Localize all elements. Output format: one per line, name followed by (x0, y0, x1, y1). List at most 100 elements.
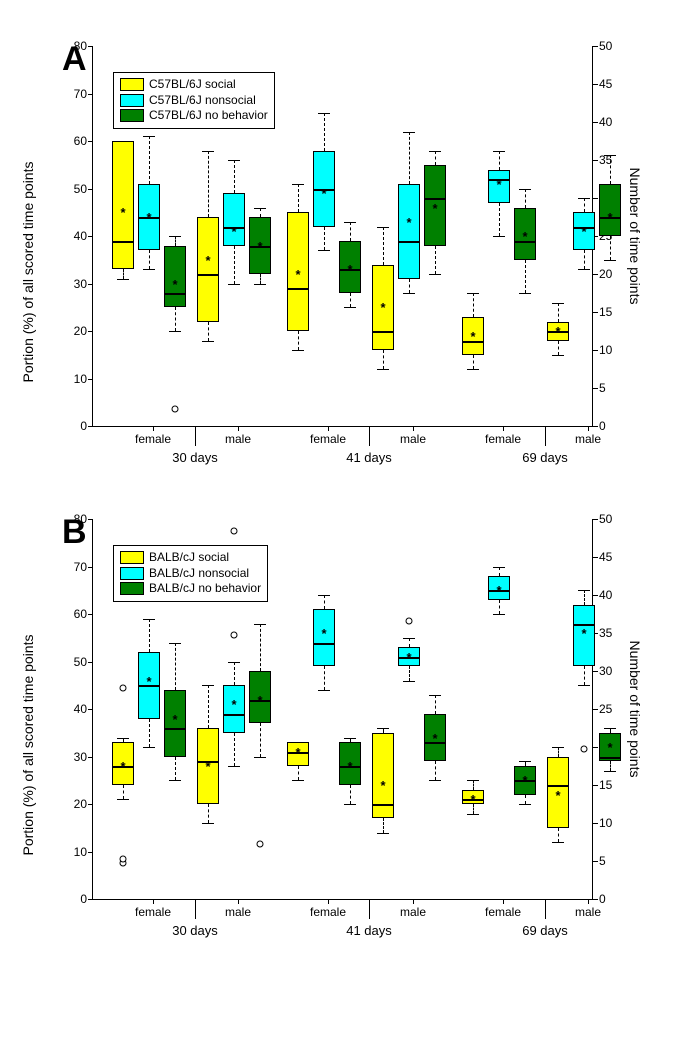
legend-label: C57BL/6J no behavior (149, 108, 268, 124)
whisker (234, 160, 235, 193)
legend-row: C57BL/6J social (120, 77, 268, 93)
x-tick-mark (328, 899, 329, 904)
whisker (324, 113, 325, 151)
y-tick-left: 20 (74, 324, 87, 338)
x-group-tick (195, 426, 196, 446)
y-tick-right: 10 (599, 343, 612, 357)
legend-swatch (120, 582, 144, 595)
boxplot-median (197, 274, 219, 276)
whisker-cap (228, 766, 240, 767)
outlier (257, 841, 264, 848)
y-label-right: Number of time points (627, 641, 643, 778)
y-tick-left: 30 (74, 277, 87, 291)
y-tick-right: 50 (599, 512, 612, 526)
boxplot-box: * (223, 685, 245, 733)
y-tick-right: 5 (599, 854, 606, 868)
whisker-cap (117, 141, 129, 142)
y-tick-left: 20 (74, 797, 87, 811)
y-tick-right: 5 (599, 381, 606, 395)
whisker-cap (467, 293, 479, 294)
x-group-tick (369, 426, 370, 446)
x-group-label: 69 days (522, 923, 568, 938)
whisker-cap (467, 814, 479, 815)
whisker (350, 222, 351, 241)
whisker (409, 666, 410, 680)
legend-label: BALB/cJ no behavior (149, 581, 261, 597)
boxplot-box: * (372, 733, 394, 819)
whisker-cap (318, 595, 330, 596)
whisker-cap (519, 804, 531, 805)
whisker-cap (228, 662, 240, 663)
x-sub-label: female (135, 432, 171, 446)
whisker (610, 155, 611, 184)
whisker (525, 260, 526, 293)
whisker (584, 198, 585, 212)
whisker (350, 785, 351, 804)
y-tick-right: 45 (599, 77, 612, 91)
y-tick-left: 40 (74, 229, 87, 243)
boxplot-median (398, 241, 420, 243)
whisker-cap (202, 685, 214, 686)
x-sub-label: male (400, 432, 426, 446)
boxplot-box: * (249, 217, 271, 274)
y-label-right: Number of time points (627, 168, 643, 305)
boxplot-box: * (547, 322, 569, 341)
whisker (499, 567, 500, 577)
whisker-cap (169, 236, 181, 237)
boxplot-box: * (287, 212, 309, 331)
whisker-cap (117, 799, 129, 800)
whisker-cap (117, 279, 129, 280)
y-tick-left: 50 (74, 182, 87, 196)
whisker-cap (292, 742, 304, 743)
panel: BPortion (%) of all scored time points01… (10, 519, 650, 956)
y-tick-left: 70 (74, 87, 87, 101)
legend-swatch (120, 78, 144, 91)
x-tick-mark (328, 426, 329, 431)
legend-label: BALB/cJ nonsocial (149, 566, 249, 582)
y-tick-left: 60 (74, 607, 87, 621)
y-tick-left: 10 (74, 372, 87, 386)
y-tick-left: 80 (74, 512, 87, 526)
x-sub-label: female (310, 432, 346, 446)
plot-area: 0102030405060708005101520253035404550Num… (92, 46, 593, 427)
whisker-cap (254, 284, 266, 285)
boxplot-box: * (514, 766, 536, 795)
outlier (581, 746, 588, 753)
whisker (584, 250, 585, 269)
boxplot-box: * (488, 170, 510, 203)
boxplot-box: * (599, 184, 621, 236)
whisker-cap (519, 189, 531, 190)
x-group-label: 41 days (346, 923, 392, 938)
whisker-cap (143, 269, 155, 270)
boxplot-box: * (164, 246, 186, 308)
outlier (172, 406, 179, 413)
y-tick-left: 40 (74, 702, 87, 716)
legend: BALB/cJ socialBALB/cJ nonsocialBALB/cJ n… (113, 545, 268, 602)
boxplot-box: * (112, 141, 134, 269)
whisker (324, 227, 325, 251)
y-tick-right: 40 (599, 115, 612, 129)
boxplot-box: * (313, 609, 335, 666)
whisker-cap (403, 638, 415, 639)
boxplot-box: * (197, 728, 219, 804)
whisker (409, 132, 410, 184)
legend-swatch (120, 567, 144, 580)
legend-row: C57BL/6J nonsocial (120, 93, 268, 109)
x-tick-mark (503, 426, 504, 431)
x-group-tick (545, 899, 546, 919)
whisker-cap (493, 614, 505, 615)
whisker-cap (344, 222, 356, 223)
x-tick-mark (503, 899, 504, 904)
boxplot-box: * (249, 671, 271, 723)
y-tick-right: 40 (599, 588, 612, 602)
whisker-cap (344, 307, 356, 308)
y-tick-left: 0 (80, 892, 87, 906)
whisker-cap (578, 685, 590, 686)
whisker (499, 151, 500, 170)
whisker-cap (429, 274, 441, 275)
legend-label: BALB/cJ social (149, 550, 229, 566)
x-tick-mark (588, 426, 589, 431)
whisker-cap (519, 761, 531, 762)
whisker-cap (552, 842, 564, 843)
boxplot-box: * (197, 217, 219, 322)
